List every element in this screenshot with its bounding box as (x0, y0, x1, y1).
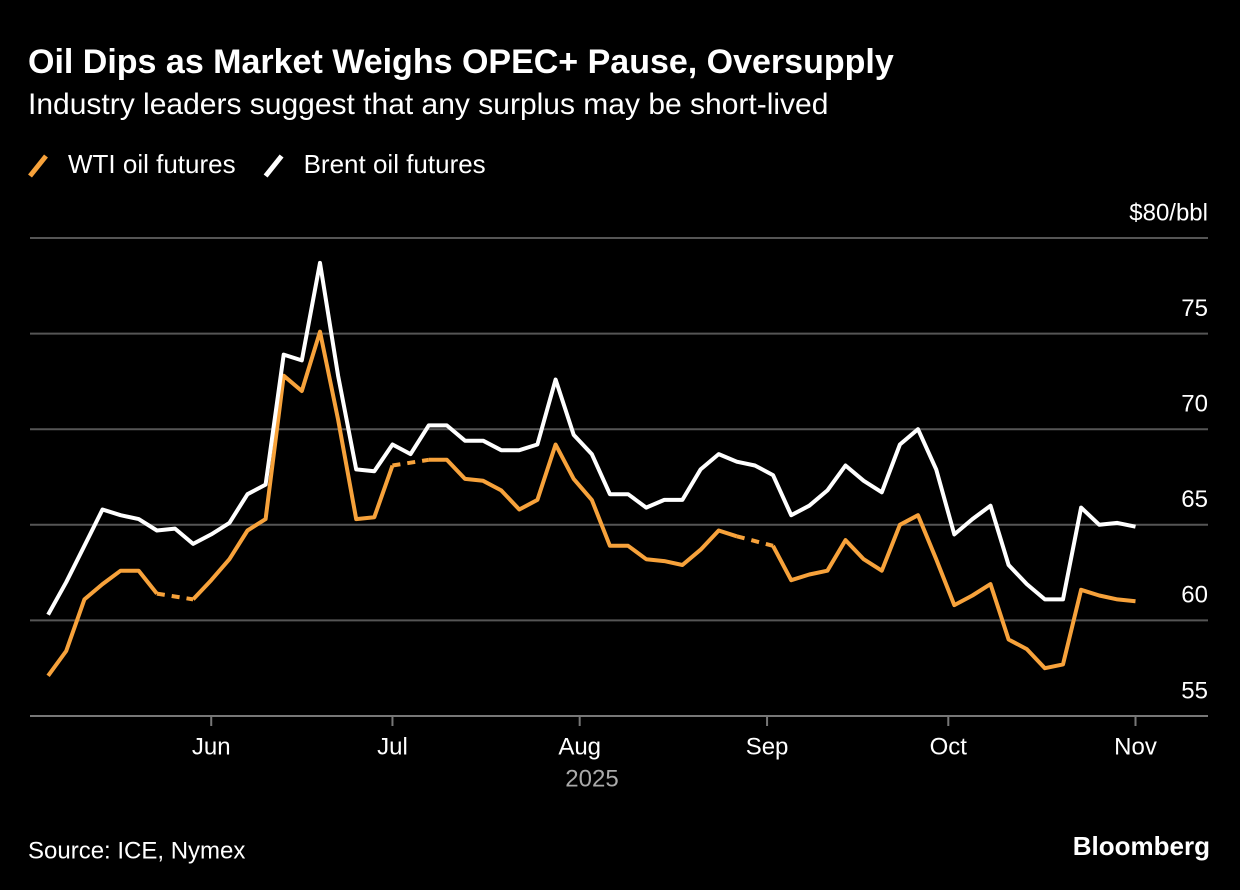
legend-label: Brent oil futures (304, 149, 486, 179)
gap-bridge (156, 591, 194, 602)
y-tick-label: 60 (1181, 582, 1208, 609)
x-tick-label: Sep (746, 733, 789, 760)
x-tick-label: Aug (558, 733, 601, 760)
gap-bridge (392, 457, 430, 468)
y-tick-label: 70 (1181, 391, 1208, 418)
brand: Bloomberg (1073, 831, 1210, 861)
source: Source: ICE, Nymex (28, 837, 245, 864)
chart-title: Oil Dips as Market Weighs OPEC+ Pause, O… (28, 43, 894, 81)
y-tick-label: 55 (1181, 677, 1208, 704)
x-tick-label: Jul (377, 733, 408, 760)
legend-swatch (263, 154, 284, 178)
x-tick-label: Oct (930, 733, 968, 760)
y-tick-label: 65 (1181, 486, 1208, 513)
series-line (46, 329, 1136, 677)
x-tick-label: Nov (1114, 733, 1157, 760)
legend-swatch (28, 154, 48, 178)
chart-subtitle: Industry leaders suggest that any surplu… (28, 88, 828, 121)
gap-bridge (736, 534, 774, 548)
y-tick-label: $80/bbl (1129, 199, 1208, 226)
x-tick-label: Jun (192, 733, 231, 760)
y-tick-label: 75 (1181, 295, 1208, 322)
series-line (46, 260, 1136, 616)
legend-label: WTI oil futures (68, 149, 236, 179)
x-axis-label: 2025 (565, 765, 618, 792)
